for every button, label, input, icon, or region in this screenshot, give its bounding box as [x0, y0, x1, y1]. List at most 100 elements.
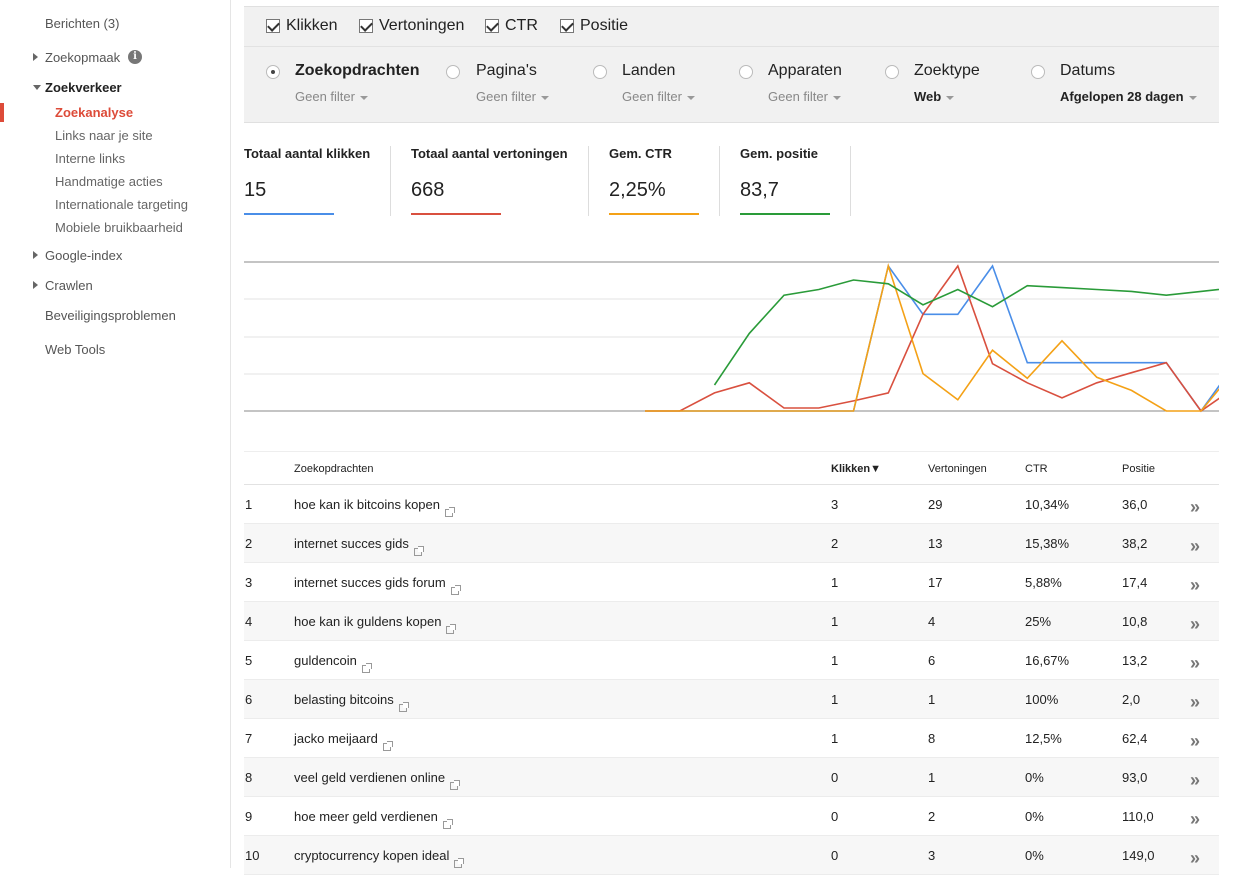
column-header-query[interactable]: Zoekopdrachten — [294, 463, 374, 475]
external-link-icon[interactable] — [382, 741, 393, 751]
column-header-position[interactable]: Positie — [1122, 463, 1156, 475]
sidebar-item-links[interactable]: Links naar je site — [55, 128, 153, 143]
filter-dropdown[interactable]: Geen filter — [768, 89, 841, 104]
table-row[interactable]: 9 hoe meer geld verdienen 0 2 0% 110,0 » — [244, 797, 1219, 836]
checkbox-checked-icon[interactable] — [266, 19, 280, 33]
expand-arrow-icon[interactable] — [33, 251, 38, 259]
query-cell[interactable]: hoe meer geld verdienen — [294, 809, 453, 829]
sidebar-item-internal-links[interactable]: Interne links — [55, 151, 126, 166]
performance-chart[interactable] — [244, 250, 1219, 430]
external-link-icon[interactable] — [361, 663, 372, 673]
sidebar-item-international-targeting[interactable]: Internationale targeting — [55, 197, 188, 212]
query-cell[interactable]: jacko meijaard — [294, 731, 393, 751]
radio-icon[interactable] — [1031, 65, 1045, 79]
dimension-label[interactable]: Zoekopdrachten — [295, 62, 420, 79]
table-row[interactable]: 2 internet succes gids 2 13 15,38% 38,2 » — [244, 524, 1219, 563]
total-ctr[interactable]: Gem. CTR 2,25% — [609, 146, 699, 215]
row-details-chevron-icon[interactable]: » — [1190, 575, 1201, 595]
table-row[interactable]: 4 hoe kan ik guldens kopen 1 4 25% 10,8 » — [244, 602, 1219, 641]
row-details-chevron-icon[interactable]: » — [1190, 653, 1201, 673]
dimension-label[interactable]: Apparaten — [768, 62, 842, 79]
sidebar-item-zoekopmaak[interactable]: Zoekopmaak — [45, 50, 121, 65]
query-cell[interactable]: belasting bitcoins — [294, 692, 409, 712]
checkbox-checked-icon[interactable] — [485, 19, 499, 33]
query-text[interactable]: hoe kan ik guldens kopen — [294, 614, 442, 629]
checkbox-checked-icon[interactable] — [359, 19, 373, 33]
query-cell[interactable]: hoe kan ik bitcoins kopen — [294, 497, 455, 517]
query-text[interactable]: hoe kan ik bitcoins kopen — [294, 497, 440, 512]
external-link-icon[interactable] — [446, 624, 457, 634]
query-cell[interactable]: veel geld verdienen online — [294, 770, 461, 790]
expand-arrow-icon[interactable] — [33, 53, 38, 61]
sidebar-item-zoekverkeer[interactable]: Zoekverkeer — [45, 80, 122, 95]
query-text[interactable]: belasting bitcoins — [294, 692, 394, 707]
total-impressions[interactable]: Totaal aantal vertoningen 668 — [411, 146, 568, 215]
query-text[interactable]: veel geld verdienen online — [294, 770, 446, 785]
sidebar-item-crawlen[interactable]: Crawlen — [45, 278, 93, 293]
row-details-chevron-icon[interactable]: » — [1190, 692, 1201, 712]
external-link-icon[interactable] — [454, 858, 465, 868]
row-details-chevron-icon[interactable]: » — [1190, 848, 1201, 868]
dimension-label[interactable]: Pagina's — [476, 62, 537, 79]
radio-icon[interactable] — [446, 65, 460, 79]
row-details-chevron-icon[interactable]: » — [1190, 731, 1201, 751]
sidebar-item-messages[interactable]: Berichten (3) — [45, 16, 120, 31]
external-link-icon[interactable] — [413, 546, 424, 556]
query-text[interactable]: internet succes gids forum — [294, 575, 446, 590]
table-row[interactable]: 7 jacko meijaard 1 8 12,5% 62,4 » — [244, 719, 1219, 758]
checkbox-vertoningen[interactable]: Vertoningen — [359, 17, 464, 35]
radio-selected-icon[interactable] — [266, 65, 280, 79]
sidebar-item-mobile-usability[interactable]: Mobiele bruikbaarheid — [55, 220, 183, 235]
external-link-icon[interactable] — [450, 780, 461, 790]
filter-dropdown[interactable]: Geen filter — [295, 89, 368, 104]
table-row[interactable]: 5 guldencoin 1 6 16,67% 13,2 » — [244, 641, 1219, 680]
query-cell[interactable]: hoe kan ik guldens kopen — [294, 614, 457, 634]
table-row[interactable]: 10 cryptocurrency kopen ideal 0 3 0% 149,0 » — [244, 836, 1219, 875]
filter-dropdown[interactable]: Geen filter — [622, 89, 695, 104]
filter-dropdown[interactable]: Geen filter — [476, 89, 549, 104]
radio-icon[interactable] — [885, 65, 899, 79]
query-text[interactable]: cryptocurrency kopen ideal — [294, 848, 450, 863]
dimension-label[interactable]: Landen — [622, 62, 676, 79]
table-row[interactable]: 6 belasting bitcoins 1 1 100% 2,0 » — [244, 680, 1219, 719]
row-details-chevron-icon[interactable]: » — [1190, 770, 1201, 790]
table-row[interactable]: 8 veel geld verdienen online 0 1 0% 93,0 » — [244, 758, 1219, 797]
checkbox-klikken[interactable]: Klikken — [266, 17, 338, 35]
query-cell[interactable]: guldencoin — [294, 653, 372, 673]
sidebar-item-google-index[interactable]: Google-index — [45, 248, 123, 263]
row-details-chevron-icon[interactable]: » — [1190, 614, 1201, 634]
checkbox-ctr[interactable]: CTR — [485, 17, 538, 35]
query-cell[interactable]: internet succes gids forum — [294, 575, 461, 595]
query-cell[interactable]: internet succes gids — [294, 536, 424, 556]
query-cell[interactable]: cryptocurrency kopen ideal — [294, 848, 465, 868]
expand-arrow-icon[interactable] — [33, 281, 38, 289]
sidebar-item-manual-actions[interactable]: Handmatige acties — [55, 174, 163, 189]
checkbox-positie[interactable]: Positie — [560, 17, 628, 35]
radio-icon[interactable] — [593, 65, 607, 79]
sidebar-item-zoekanalyse[interactable]: Zoekanalyse — [55, 105, 134, 120]
external-link-icon[interactable] — [450, 585, 461, 595]
radio-icon[interactable] — [739, 65, 753, 79]
column-header-ctr[interactable]: CTR — [1025, 463, 1048, 475]
column-header-clicks[interactable]: Klikken▼ — [831, 463, 881, 475]
sidebar-item-security[interactable]: Beveiligingsproblemen — [45, 308, 176, 323]
filter-dropdown[interactable]: Afgelopen 28 dagen — [1060, 89, 1197, 104]
query-text[interactable]: guldencoin — [294, 653, 357, 668]
info-icon[interactable]: i — [128, 50, 142, 64]
filter-dropdown[interactable]: Web — [914, 89, 955, 104]
external-link-icon[interactable] — [444, 507, 455, 517]
query-text[interactable]: jacko meijaard — [294, 731, 378, 746]
dimension-label[interactable]: Datums — [1060, 62, 1116, 79]
collapse-arrow-icon[interactable] — [33, 85, 41, 90]
total-position[interactable]: Gem. positie 83,7 — [740, 146, 830, 215]
row-details-chevron-icon[interactable]: » — [1190, 536, 1201, 556]
row-details-chevron-icon[interactable]: » — [1190, 809, 1201, 829]
query-text[interactable]: hoe meer geld verdienen — [294, 809, 438, 824]
table-row[interactable]: 1 hoe kan ik bitcoins kopen 3 29 10,34% 36,0 » — [244, 485, 1219, 524]
dimension-label[interactable]: Zoektype — [914, 62, 980, 79]
external-link-icon[interactable] — [398, 702, 409, 712]
sidebar-item-webtools[interactable]: Web Tools — [45, 342, 106, 357]
external-link-icon[interactable] — [442, 819, 453, 829]
column-header-impressions[interactable]: Vertoningen — [928, 463, 987, 475]
total-clicks[interactable]: Totaal aantal klikken 15 — [244, 146, 370, 215]
